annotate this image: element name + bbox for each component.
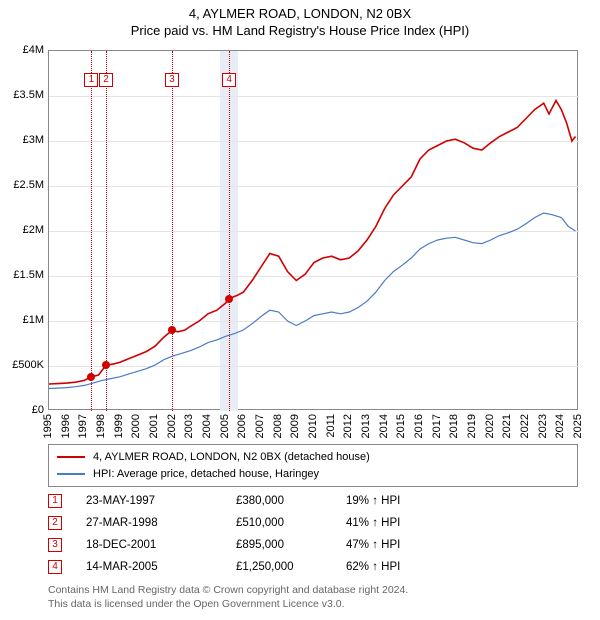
sale-date: 23-MAY-1997 xyxy=(86,495,236,507)
x-axis-label: 1995 xyxy=(42,414,54,438)
x-axis-label: 2008 xyxy=(272,414,284,438)
sale-marker-icon: 3 xyxy=(48,538,62,552)
x-axis-label: 2016 xyxy=(413,414,425,438)
x-axis-label: 2024 xyxy=(554,414,566,438)
x-axis-label: 2003 xyxy=(183,414,195,438)
sale-marker-icon: 2 xyxy=(48,516,62,530)
y-axis-label: £1M xyxy=(4,314,44,326)
sale-price: £895,000 xyxy=(236,539,346,551)
x-axis-label: 2021 xyxy=(501,414,513,438)
y-axis-label: £3.5M xyxy=(4,89,44,101)
x-axis-label: 1996 xyxy=(60,414,72,438)
sale-marker-icon: 3 xyxy=(165,73,179,87)
x-axis-label: 2005 xyxy=(219,414,231,438)
attribution: Contains HM Land Registry data © Crown c… xyxy=(48,584,578,611)
sales-table: 1 23-MAY-1997 £380,000 19% ↑ HPI 2 27-MA… xyxy=(48,490,578,578)
legend-item-red: 4, AYLMER ROAD, LONDON, N2 0BX (detached… xyxy=(57,449,569,466)
x-axis-label: 2004 xyxy=(201,414,213,438)
y-axis-label: £0 xyxy=(4,404,44,416)
sale-marker-icon: 4 xyxy=(222,73,236,87)
x-axis-label: 2007 xyxy=(254,414,266,438)
x-axis-label: 2020 xyxy=(484,414,496,438)
x-axis-label: 2022 xyxy=(519,414,531,438)
attribution-line-2: This data is licensed under the Open Gov… xyxy=(48,598,578,612)
x-axis-label: 1999 xyxy=(113,414,125,438)
y-axis-label: £500K xyxy=(4,359,44,371)
series-svg xyxy=(49,51,579,411)
x-axis-label: 2015 xyxy=(395,414,407,438)
x-axis-label: 2025 xyxy=(572,414,584,438)
chart-title-block: 4, AYLMER ROAD, LONDON, N2 0BX Price pai… xyxy=(0,0,600,40)
sale-delta: 62% ↑ HPI xyxy=(346,561,466,573)
x-axis-label: 1998 xyxy=(95,414,107,438)
x-axis-label: 2002 xyxy=(166,414,178,438)
plot-region: 12 3 4 xyxy=(48,50,578,410)
title-line-1: 4, AYLMER ROAD, LONDON, N2 0BX xyxy=(0,6,600,23)
x-axis-label: 2012 xyxy=(342,414,354,438)
table-row: 3 18-DEC-2001 £895,000 47% ↑ HPI xyxy=(48,534,578,556)
y-axis-label: £2.5M xyxy=(4,179,44,191)
x-axis-label: 2023 xyxy=(537,414,549,438)
x-axis-label: 2018 xyxy=(448,414,460,438)
x-axis-label: 2006 xyxy=(236,414,248,438)
y-axis-label: £2M xyxy=(4,224,44,236)
series-red xyxy=(49,101,576,385)
legend-swatch-blue xyxy=(57,473,85,475)
y-axis-label: £1.5M xyxy=(4,269,44,281)
sale-price: £380,000 xyxy=(236,495,346,507)
sale-delta: 19% ↑ HPI xyxy=(346,495,466,507)
sale-date: 27-MAR-1998 xyxy=(86,517,236,529)
sale-point-icon xyxy=(102,361,110,369)
sale-price: £1,250,000 xyxy=(236,561,346,573)
x-axis-label: 2011 xyxy=(325,414,337,438)
legend: 4, AYLMER ROAD, LONDON, N2 0BX (detached… xyxy=(48,444,578,487)
sale-delta: 41% ↑ HPI xyxy=(346,517,466,529)
sale-point-icon xyxy=(87,373,95,381)
sale-marker-icon: 2 xyxy=(99,73,113,87)
attribution-line-1: Contains HM Land Registry data © Crown c… xyxy=(48,584,578,598)
table-row: 2 27-MAR-1998 £510,000 41% ↑ HPI xyxy=(48,512,578,534)
y-axis-label: £3M xyxy=(4,134,44,146)
x-axis-label: 1997 xyxy=(77,414,89,438)
legend-label-red: 4, AYLMER ROAD, LONDON, N2 0BX (detached… xyxy=(93,449,370,466)
sale-delta: 47% ↑ HPI xyxy=(346,539,466,551)
sale-marker-icon: 1 xyxy=(84,73,98,87)
series-blue xyxy=(49,213,576,389)
sale-point-icon xyxy=(168,326,176,334)
legend-item-blue: HPI: Average price, detached house, Hari… xyxy=(57,466,569,483)
table-row: 1 23-MAY-1997 £380,000 19% ↑ HPI xyxy=(48,490,578,512)
sale-marker-icon: 1 xyxy=(48,494,62,508)
x-axis-label: 2013 xyxy=(360,414,372,438)
chart-area: 1234 £0£500K£1M£1.5M£2M£2.5M£3M£3.5M£4M1… xyxy=(48,50,578,410)
sale-marker-icon: 4 xyxy=(48,560,62,574)
x-axis-label: 2001 xyxy=(148,414,160,438)
x-axis-label: 2009 xyxy=(289,414,301,438)
x-axis-label: 2017 xyxy=(431,414,443,438)
x-axis-label: 2014 xyxy=(378,414,390,438)
y-axis-label: £4M xyxy=(4,44,44,56)
sale-date: 14-MAR-2005 xyxy=(86,561,236,573)
x-axis-label: 2019 xyxy=(466,414,478,438)
legend-swatch-red xyxy=(57,456,85,458)
x-axis-label: 2010 xyxy=(307,414,319,438)
x-axis-label: 2000 xyxy=(130,414,142,438)
sale-point-icon xyxy=(225,295,233,303)
sale-price: £510,000 xyxy=(236,517,346,529)
legend-label-blue: HPI: Average price, detached house, Hari… xyxy=(93,466,319,483)
title-line-2: Price paid vs. HM Land Registry's House … xyxy=(0,23,600,40)
sale-date: 18-DEC-2001 xyxy=(86,539,236,551)
table-row: 4 14-MAR-2005 £1,250,000 62% ↑ HPI xyxy=(48,556,578,578)
